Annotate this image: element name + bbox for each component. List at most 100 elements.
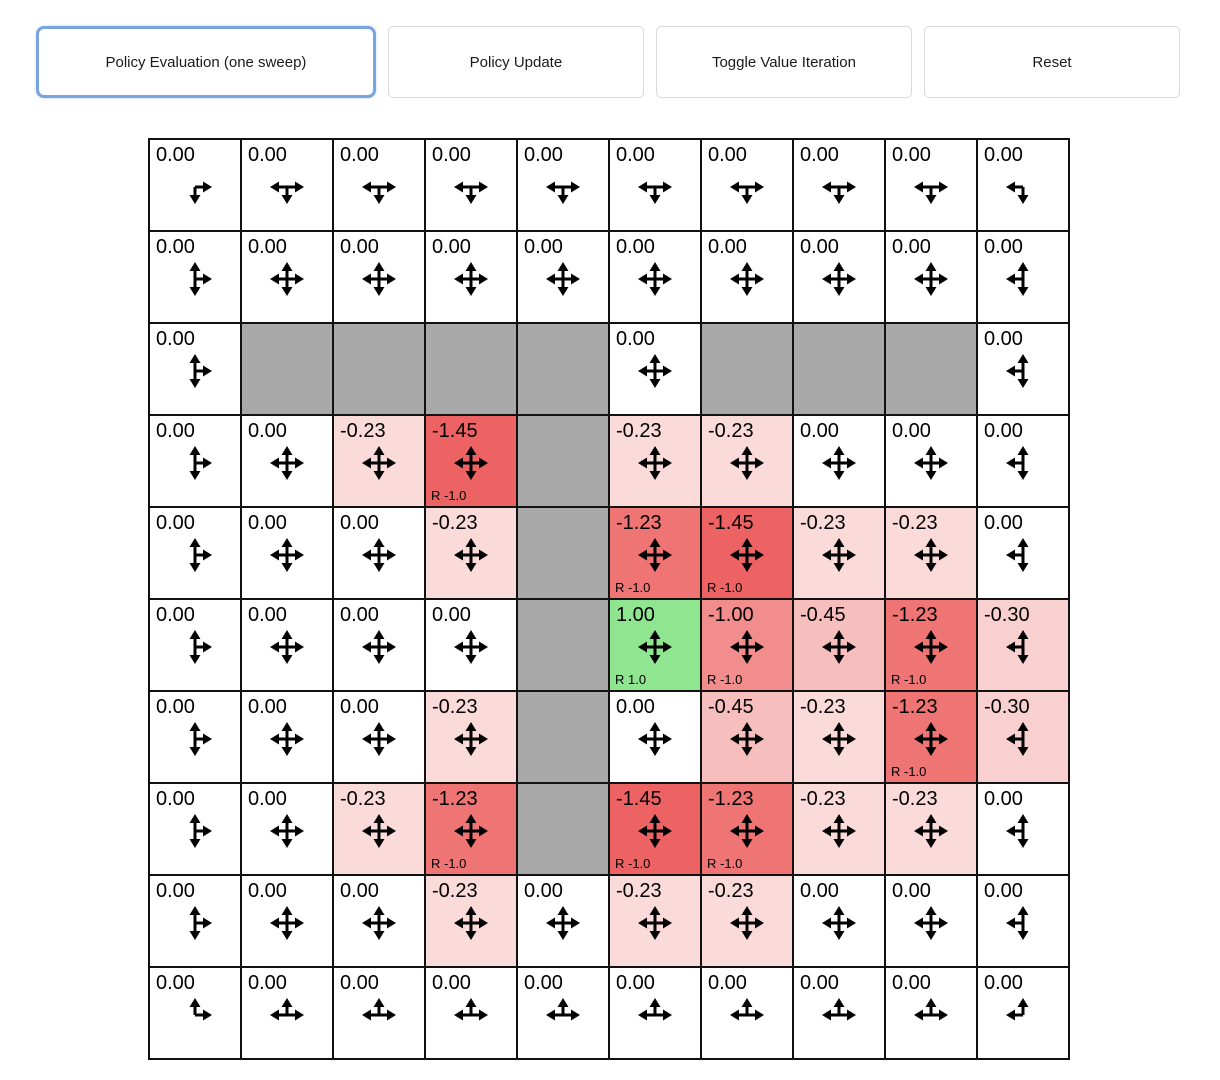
policy-arrows-icon bbox=[702, 259, 792, 299]
grid-cell[interactable]: 0.00 bbox=[609, 231, 701, 323]
grid-cell[interactable]: 0.00 bbox=[609, 967, 701, 1059]
grid-cell[interactable]: -1.23 R -1.0 bbox=[885, 599, 977, 691]
gridworld-grid[interactable]: 0.00 0.00 0.00 0.00 0.00 0.00 0.00 0.00 0.00 0.00… bbox=[148, 138, 1070, 1060]
grid-cell[interactable]: 0.00 bbox=[793, 875, 885, 967]
grid-cell[interactable]: -0.23 bbox=[425, 875, 517, 967]
grid-cell[interactable]: 0.00 bbox=[241, 599, 333, 691]
grid-cell[interactable]: 0.00 bbox=[517, 231, 609, 323]
grid-cell[interactable]: 0.00 bbox=[241, 875, 333, 967]
grid-cell[interactable]: -0.23 bbox=[333, 415, 425, 507]
grid-cell[interactable]: 0.00 bbox=[885, 139, 977, 231]
grid-cell[interactable]: 0.00 bbox=[609, 691, 701, 783]
grid-cell[interactable]: 0.00 bbox=[333, 691, 425, 783]
grid-cell[interactable]: 0.00 bbox=[425, 139, 517, 231]
grid-cell[interactable]: 0.00 bbox=[609, 139, 701, 231]
grid-cell[interactable]: 0.00 bbox=[149, 323, 241, 415]
policy-update-button[interactable]: Policy Update bbox=[387, 26, 644, 98]
policy-arrows-icon bbox=[702, 167, 792, 207]
reward-label: R -1.0 bbox=[615, 580, 651, 595]
grid-cell[interactable]: -0.23 bbox=[793, 507, 885, 599]
grid-cell[interactable]: 0.00 bbox=[149, 783, 241, 875]
grid-cell[interactable]: 0.00 bbox=[425, 599, 517, 691]
grid-cell[interactable]: -0.23 bbox=[333, 783, 425, 875]
grid-cell[interactable]: 0.00 bbox=[977, 783, 1069, 875]
grid-cell[interactable]: -0.23 bbox=[425, 691, 517, 783]
cell-value: -1.23 bbox=[892, 604, 938, 626]
grid-cell[interactable]: 0.00 bbox=[977, 507, 1069, 599]
grid-cell[interactable]: 0.00 bbox=[885, 415, 977, 507]
grid-cell[interactable]: 0.00 bbox=[149, 691, 241, 783]
policy-evaluation-button[interactable]: Policy Evaluation (one sweep) bbox=[36, 26, 376, 98]
toggle-value-iteration-button[interactable]: Toggle Value Iteration bbox=[655, 26, 912, 98]
grid-cell[interactable]: -0.23 bbox=[885, 507, 977, 599]
grid-cell[interactable]: 0.00 bbox=[793, 967, 885, 1059]
grid-cell[interactable]: 0.00 bbox=[701, 967, 793, 1059]
grid-cell[interactable]: -0.23 bbox=[793, 691, 885, 783]
grid-cell[interactable]: 0.00 bbox=[425, 231, 517, 323]
grid-cell[interactable]: -1.45 R -1.0 bbox=[701, 507, 793, 599]
grid-cell[interactable]: -1.23 R -1.0 bbox=[701, 783, 793, 875]
grid-cell[interactable]: -1.23 R -1.0 bbox=[425, 783, 517, 875]
grid-cell[interactable]: 0.00 bbox=[149, 231, 241, 323]
grid-cell[interactable]: -0.23 bbox=[701, 875, 793, 967]
grid-cell[interactable]: 0.00 bbox=[241, 415, 333, 507]
grid-cell[interactable]: 0.00 bbox=[517, 967, 609, 1059]
grid-cell[interactable]: 0.00 bbox=[977, 875, 1069, 967]
grid-cell[interactable]: 0.00 bbox=[609, 323, 701, 415]
grid-cell[interactable]: 0.00 bbox=[149, 507, 241, 599]
grid-cell[interactable]: 0.00 bbox=[241, 139, 333, 231]
grid-cell[interactable]: -0.23 bbox=[701, 415, 793, 507]
cell-value: 0.00 bbox=[524, 236, 563, 258]
grid-cell[interactable]: 0.00 bbox=[333, 507, 425, 599]
grid-cell[interactable]: -1.00 R -1.0 bbox=[701, 599, 793, 691]
grid-cell[interactable]: 0.00 bbox=[241, 231, 333, 323]
grid-cell[interactable]: 0.00 bbox=[701, 139, 793, 231]
grid-cell[interactable]: 0.00 bbox=[885, 875, 977, 967]
grid-cell[interactable]: 0.00 bbox=[517, 139, 609, 231]
grid-cell[interactable]: -0.30 bbox=[977, 599, 1069, 691]
grid-cell[interactable]: -0.23 bbox=[609, 415, 701, 507]
grid-cell[interactable]: 0.00 bbox=[425, 967, 517, 1059]
grid-cell[interactable]: -0.30 bbox=[977, 691, 1069, 783]
grid-cell[interactable]: 0.00 bbox=[793, 415, 885, 507]
grid-cell[interactable]: 0.00 bbox=[149, 875, 241, 967]
grid-cell[interactable]: 0.00 bbox=[977, 415, 1069, 507]
grid-cell[interactable]: 0.00 bbox=[885, 967, 977, 1059]
grid-cell[interactable]: 0.00 bbox=[149, 139, 241, 231]
grid-cell[interactable]: 0.00 bbox=[149, 967, 241, 1059]
grid-cell[interactable]: -1.45 R -1.0 bbox=[425, 415, 517, 507]
grid-cell[interactable]: 0.00 bbox=[977, 139, 1069, 231]
grid-cell[interactable]: 0.00 bbox=[793, 231, 885, 323]
grid-cell[interactable]: 0.00 bbox=[977, 231, 1069, 323]
grid-cell[interactable]: 0.00 bbox=[517, 875, 609, 967]
reset-button[interactable]: Reset bbox=[923, 26, 1180, 98]
grid-cell[interactable]: -1.45 R -1.0 bbox=[609, 783, 701, 875]
grid-cell[interactable]: 1.00 R 1.0 bbox=[609, 599, 701, 691]
cell-value: 0.00 bbox=[892, 880, 931, 902]
grid-cell[interactable]: -0.23 bbox=[609, 875, 701, 967]
grid-cell[interactable]: 0.00 bbox=[241, 691, 333, 783]
grid-cell[interactable]: -0.23 bbox=[793, 783, 885, 875]
grid-cell[interactable]: 0.00 bbox=[793, 139, 885, 231]
grid-cell[interactable]: 0.00 bbox=[149, 415, 241, 507]
grid-cell[interactable]: -1.23 R -1.0 bbox=[609, 507, 701, 599]
grid-cell[interactable]: 0.00 bbox=[333, 599, 425, 691]
grid-cell[interactable]: 0.00 bbox=[977, 967, 1069, 1059]
grid-cell[interactable]: 0.00 bbox=[977, 323, 1069, 415]
grid-cell[interactable]: 0.00 bbox=[333, 231, 425, 323]
grid-cell[interactable]: 0.00 bbox=[333, 139, 425, 231]
grid-cell[interactable]: -0.23 bbox=[425, 507, 517, 599]
grid-cell[interactable]: 0.00 bbox=[149, 599, 241, 691]
grid-cell[interactable]: 0.00 bbox=[333, 875, 425, 967]
grid-cell[interactable]: 0.00 bbox=[701, 231, 793, 323]
grid-cell[interactable]: 0.00 bbox=[241, 967, 333, 1059]
grid-cell[interactable]: 0.00 bbox=[241, 507, 333, 599]
grid-cell[interactable]: 0.00 bbox=[885, 231, 977, 323]
grid-cell[interactable]: -0.45 bbox=[701, 691, 793, 783]
grid-cell[interactable]: -0.45 bbox=[793, 599, 885, 691]
grid-cell[interactable]: -0.23 bbox=[885, 783, 977, 875]
grid-cell[interactable]: 0.00 bbox=[333, 967, 425, 1059]
grid-cell[interactable]: -1.23 R -1.0 bbox=[885, 691, 977, 783]
cell-value: 0.00 bbox=[524, 144, 563, 166]
grid-cell[interactable]: 0.00 bbox=[241, 783, 333, 875]
